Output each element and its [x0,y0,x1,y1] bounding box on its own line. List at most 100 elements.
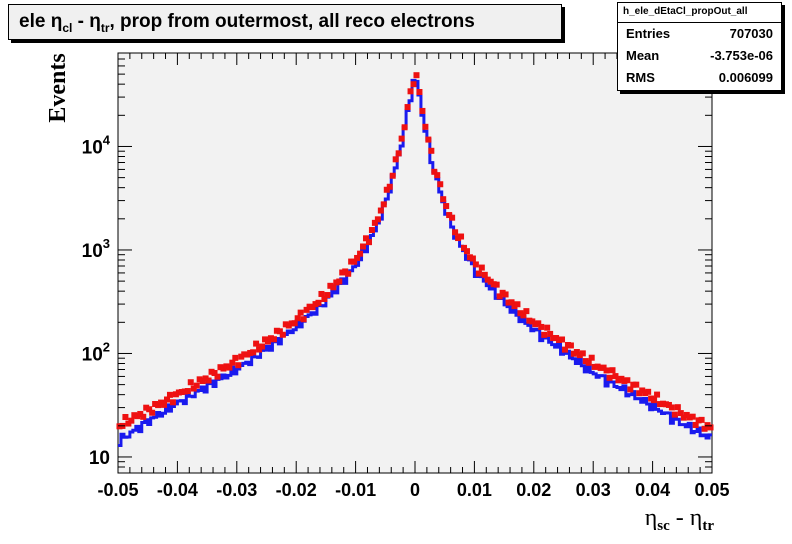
red-marker [259,343,266,350]
chart-title-sym1: η [50,11,63,32]
red-marker [698,416,705,423]
red-marker [211,369,218,376]
x-tick-label: -0.01 [335,480,376,500]
red-marker [300,316,307,323]
red-marker [701,425,708,432]
y-tick-label: 104 [82,132,111,158]
red-marker [469,255,476,262]
red-marker [345,270,352,277]
x-axis-label-sym2: η [690,505,703,531]
red-marker [362,235,369,242]
red-marker [573,349,580,356]
red-marker [520,312,527,319]
x-axis-label-sub2: tr [702,518,714,534]
red-marker [493,281,500,288]
x-tick-label: 0.04 [635,480,670,500]
stats-histogram-name: h_ele_dEtaCl_propOut_all [618,3,781,23]
red-marker [689,413,696,420]
red-marker [374,216,381,223]
red-marker [214,373,221,380]
red-marker [184,388,191,395]
red-marker [270,336,277,343]
red-marker [232,354,239,361]
red-marker [627,386,634,393]
red-marker [146,406,153,413]
x-tick-label: -0.04 [157,480,198,500]
red-marker [128,417,135,424]
red-marker [651,397,658,404]
red-marker [645,388,652,395]
red-marker [668,404,675,411]
red-marker [336,278,343,285]
stats-row-mean: Mean -3.753e-06 [618,45,781,67]
red-marker [624,377,631,384]
red-marker [416,89,423,96]
red-marker [561,346,568,353]
red-marker [443,203,450,210]
red-marker [449,214,456,221]
red-marker [235,362,242,369]
chart-title-sym2: η [89,11,101,32]
red-marker [538,323,545,330]
red-marker [122,414,129,421]
red-marker [544,324,551,331]
red-marker [187,379,194,386]
red-marker [256,346,263,353]
red-marker [149,409,156,416]
red-marker [674,404,681,411]
x-axis-label-sub1: sc [657,518,670,534]
red-marker [410,81,417,88]
red-marker [707,424,714,431]
red-marker [547,330,554,337]
red-marker [437,181,444,188]
y-axis-label: Events [45,53,71,122]
red-marker [567,342,574,349]
red-marker [452,229,459,236]
red-marker [692,421,699,428]
red-marker [475,270,482,277]
red-marker [407,88,414,95]
red-marker [164,396,171,403]
red-marker [226,364,233,371]
chart-title-main: ele [19,11,51,32]
stats-row-entries: Entries 707030 [618,23,781,45]
red-marker [401,124,408,131]
red-marker [166,391,173,398]
red-marker [404,104,411,111]
x-tick-label: -0.02 [276,480,317,500]
red-marker [671,411,678,418]
red-marker [357,250,364,257]
x-axis-ticks: -0.05 -0.04 -0.03 -0.02 -0.01 0 0.01 0.02 0.03 0.… [97,53,730,500]
red-marker [351,258,358,265]
red-marker [541,331,548,338]
red-marker [193,382,200,389]
stats-value: -3.753e-06 [710,48,773,63]
y-axis-ticks: 10 102 103 104 [82,52,712,474]
red-marker [463,248,470,255]
x-tick-label: 0.05 [694,480,729,500]
red-marker [365,239,372,246]
red-marker [303,306,310,313]
red-marker [291,320,298,327]
red-marker [585,359,592,366]
x-tick-label: 0.02 [516,480,551,500]
series-red-markers [116,72,714,432]
red-marker [440,196,447,203]
red-marker [309,304,316,311]
red-marker [318,290,325,297]
red-marker [425,136,432,143]
red-marker [253,340,260,347]
chart-title-tail: , prop from outermost, all reco electron… [109,11,475,32]
red-marker [321,295,328,302]
red-marker [398,135,405,142]
red-marker [392,156,399,163]
red-marker [523,308,530,315]
red-marker [413,72,420,79]
red-marker [140,413,147,420]
x-axis-label-mid: - [670,505,690,531]
red-marker [386,183,393,190]
red-marker [389,172,396,179]
x-tick-label: 0 [410,480,420,500]
stats-value: 707030 [729,26,773,41]
